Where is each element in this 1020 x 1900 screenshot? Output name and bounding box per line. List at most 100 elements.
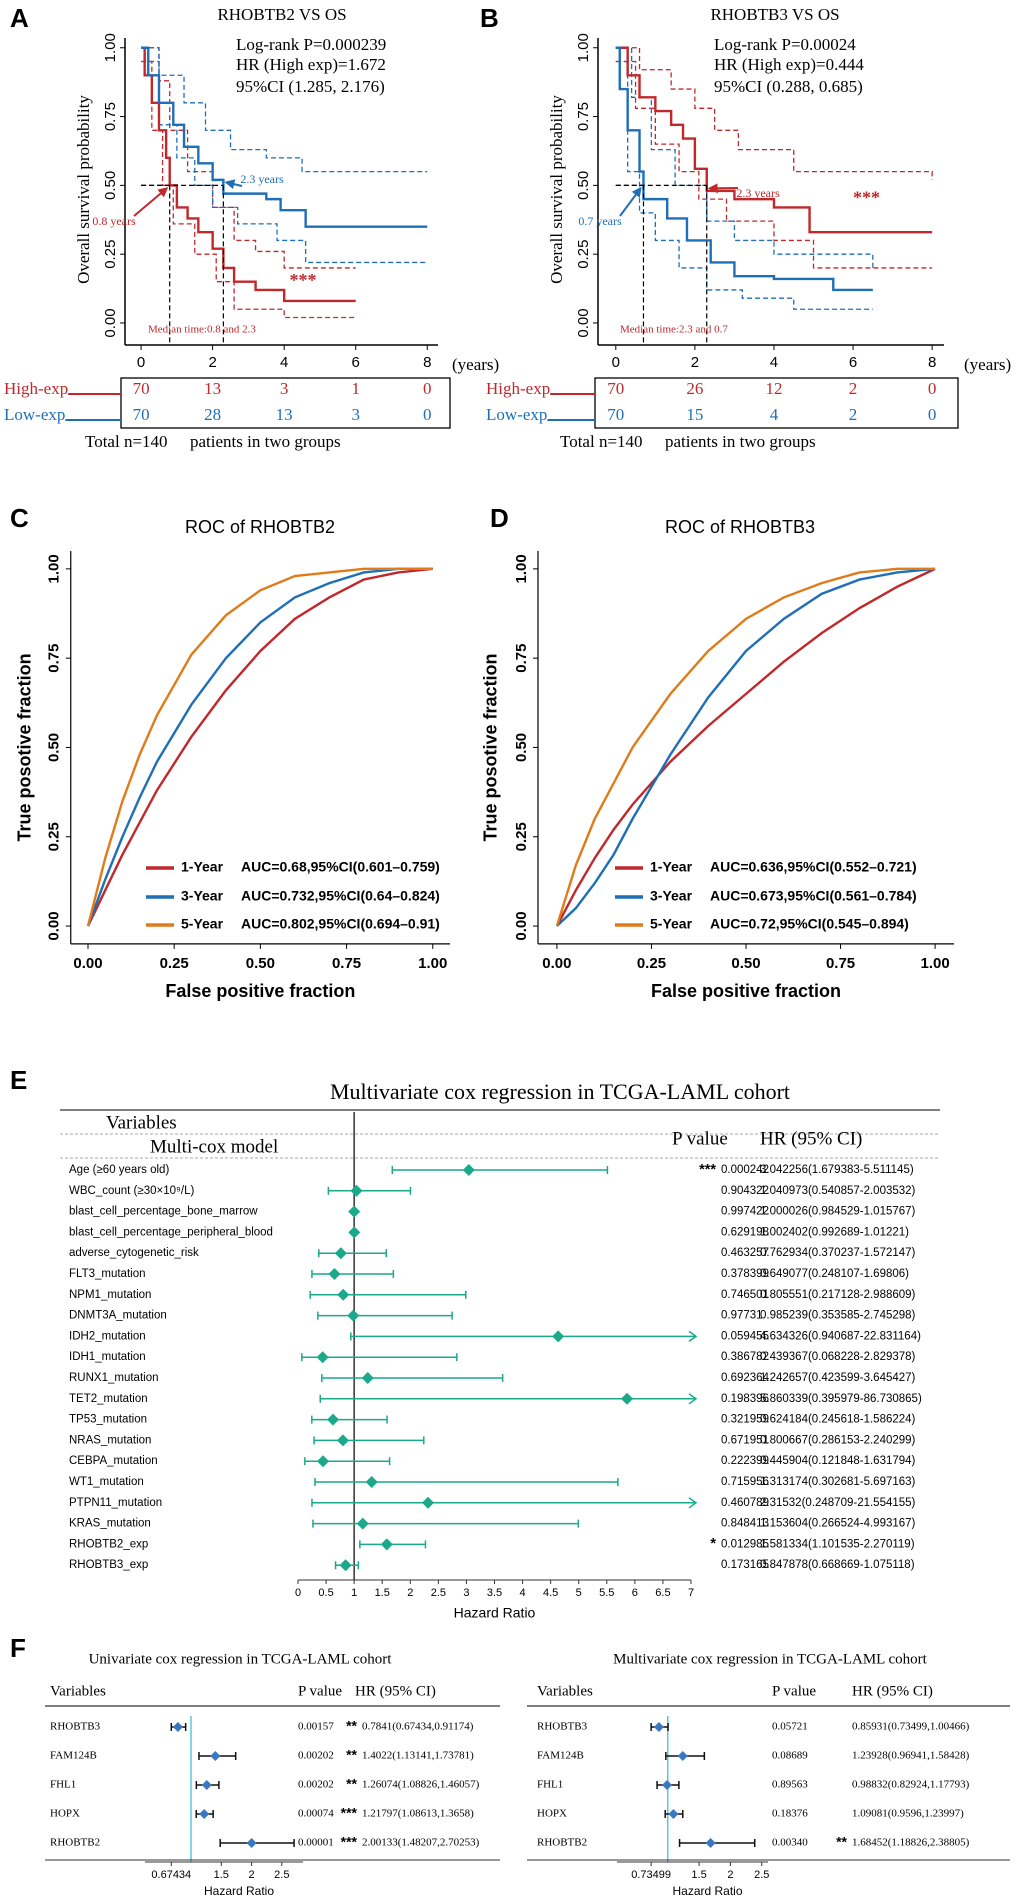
p-value: 0.378399 — [721, 1268, 769, 1280]
legend-auc: AUC=0.636,95%CI(0.552–0.721) — [710, 859, 917, 875]
significance: ** — [836, 1834, 847, 1850]
row-label: FHL1 — [50, 1779, 76, 1791]
p-value: 0.321959 — [721, 1414, 769, 1426]
roc-curve — [86, 567, 433, 927]
significance: ** — [346, 1776, 357, 1792]
ci-line — [615, 60, 933, 269]
risk-count: 28 — [204, 405, 221, 424]
y-tick-label: 0.50 — [46, 733, 63, 762]
panel-letter: F — [10, 1633, 26, 1663]
hr-diamond — [336, 1434, 349, 1447]
x-tick-label: 0.73499 — [631, 1869, 671, 1881]
x-tick-label: 8 — [423, 354, 431, 371]
row-label: RHOBTB3 — [537, 1721, 588, 1733]
header-hr: HR (95% CI) — [760, 1128, 862, 1149]
legend-auc: AUC=0.673,95%CI(0.561–0.784) — [710, 888, 917, 904]
row-label: adverse_cytogenetic_risk — [69, 1247, 199, 1259]
hr-diamond — [662, 1780, 673, 1790]
panel-letter: C — [10, 503, 29, 533]
ci-line — [615, 60, 873, 310]
p-value: 0.692364 — [721, 1372, 770, 1384]
hr-ci: 2.31532(0.248709-21.554155) — [760, 1497, 916, 1509]
p-value: 0.05721 — [772, 1721, 808, 1733]
x-axis-label: False positive fraction — [165, 981, 355, 1001]
y-tick-label: 0.25 — [102, 240, 119, 269]
hr-diamond — [210, 1751, 221, 1761]
hr-ci: 1.040973(0.540857-2.003532) — [760, 1185, 916, 1197]
x-axis-label: Hazard Ratio — [204, 1884, 274, 1898]
hr-ci: 1.26074(1.08826,1.46057) — [362, 1779, 480, 1791]
legend-auc: AUC=0.802,95%CI(0.694–0.91) — [241, 916, 440, 932]
stat-annotation: 95%CI (0.288, 0.685) — [714, 77, 863, 96]
hr-ci: 1.000026(0.984529-1.015767) — [760, 1206, 916, 1218]
x-tick-label: 5.5 — [599, 1587, 614, 1599]
hr-ci: 0.985239(0.353585-2.745298) — [760, 1310, 916, 1322]
chart-title: Univariate cox regression in TCGA-LAML c… — [89, 1651, 393, 1667]
hr-diamond — [552, 1330, 565, 1343]
p-value: 0.97731 — [721, 1310, 763, 1322]
x-tick-label: 0.50 — [246, 955, 275, 972]
y-tick-label: 1.00 — [46, 554, 63, 583]
legend-label: 1-Year — [181, 859, 224, 875]
x-tick-label: 0.5 — [318, 1587, 333, 1599]
x-tick-label: 6 — [352, 354, 360, 371]
risk-count: 12 — [765, 379, 782, 398]
significance: * — [710, 1536, 716, 1552]
ci-arrow — [688, 1393, 698, 1405]
p-value: 0.222399 — [721, 1455, 769, 1467]
risk-count: 70 — [607, 379, 624, 398]
row-label: CEBPA_mutation — [69, 1455, 158, 1467]
p-value: 0.848413 — [721, 1518, 769, 1530]
x-axis-label: Hazard Ratio — [454, 1605, 536, 1621]
p-value: 0.198396 — [721, 1393, 769, 1405]
x-tick-label: 0 — [612, 354, 620, 371]
row-label: PTPN11_mutation — [69, 1497, 162, 1509]
hr-ci: 1.4022(1.13141,1.73781) — [362, 1750, 474, 1762]
x-tick-label: 1.00 — [418, 955, 447, 972]
x-tick-label: 0.50 — [731, 955, 760, 972]
x-tick-label: 2 — [248, 1869, 254, 1881]
x-tick-label: 3.5 — [487, 1587, 502, 1599]
row-label: WT1_mutation — [69, 1476, 144, 1488]
significance: *** — [853, 187, 880, 207]
header-p: P value — [672, 1128, 728, 1149]
hr-diamond — [421, 1496, 434, 1509]
roc-curve — [86, 567, 433, 927]
row-label: RHOBTB3_exp — [69, 1559, 148, 1571]
risk-count: 15 — [686, 405, 703, 424]
risk-count: 4 — [770, 405, 779, 424]
row-label: HOPX — [537, 1808, 567, 1820]
x-tick-label: 0.00 — [73, 955, 102, 972]
hr-diamond — [246, 1838, 257, 1848]
row-label: IDH2_mutation — [69, 1330, 146, 1342]
x-tick-label: 3 — [463, 1587, 469, 1599]
hr-diamond — [172, 1722, 183, 1732]
roc-curve — [556, 567, 936, 927]
risk-count: 2 — [849, 405, 858, 424]
stat-annotation: HR (High exp)=0.444 — [714, 55, 864, 74]
risk-table-box — [120, 377, 451, 429]
p-value: 0.173165 — [721, 1559, 769, 1571]
chart-title: ROC of RHOBTB3 — [665, 517, 815, 537]
row-label: DNMT3A_mutation — [69, 1310, 167, 1322]
x-tick-label: 2.5 — [431, 1587, 446, 1599]
legend-auc: AUC=0.732,95%CI(0.64–0.824) — [241, 888, 440, 904]
y-tick-label: 0.25 — [513, 822, 530, 851]
row-label: IDH1_mutation — [69, 1351, 146, 1363]
legend-label: 1-Year — [650, 859, 693, 875]
p-value: 0.00202 — [298, 1779, 334, 1791]
stat-annotation: Log-rank P=0.00024 — [714, 35, 856, 54]
stat-annotation: Log-rank P=0.000239 — [236, 35, 386, 54]
risk-row-label: High-exp — [486, 379, 550, 398]
panel-letter: A — [10, 3, 29, 33]
row-label: FLT3_mutation — [69, 1268, 146, 1280]
x-tick-label: 0.00 — [542, 955, 571, 972]
p-value: 0.904322 — [721, 1185, 769, 1197]
header-hr: HR (95% CI) — [355, 1683, 436, 1699]
p-value: 0.059455 — [721, 1330, 769, 1342]
legend-auc: AUC=0.68,95%CI(0.601–0.759) — [241, 859, 440, 875]
y-tick-label: 1.00 — [575, 33, 592, 62]
hr-ci: 5.860339(0.395979-86.730865) — [760, 1393, 922, 1405]
hr-ci: 1.21797(1.08613,1.3658) — [362, 1808, 474, 1820]
x-unit: (years) — [452, 355, 499, 374]
